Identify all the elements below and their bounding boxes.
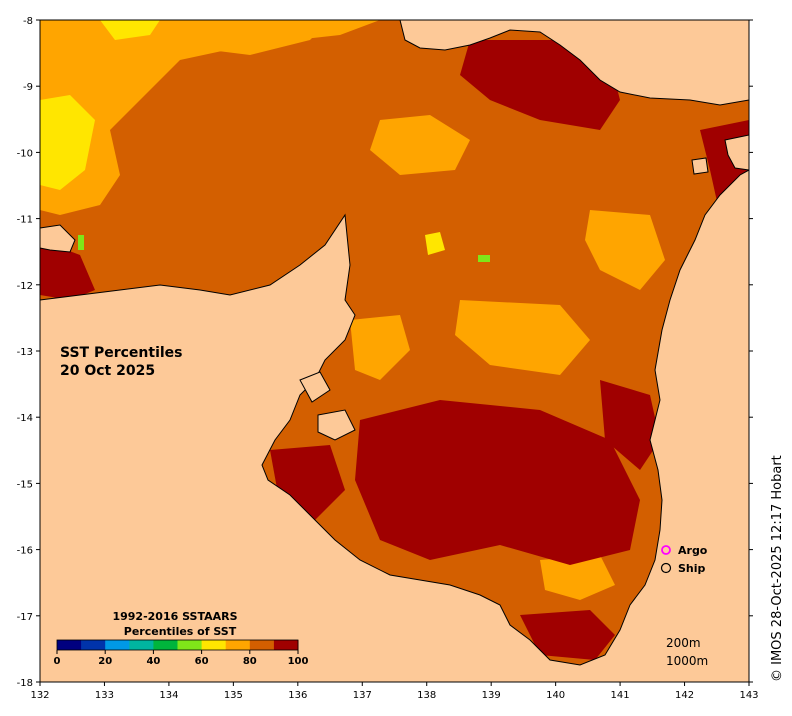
map-plot-area — [40, 20, 749, 682]
lon-tick-label: 140 — [546, 690, 565, 701]
credit-text: © IMOS 28-Oct-2025 12:17 Hobart — [770, 455, 785, 682]
colorbar-tick-label: 40 — [146, 656, 160, 667]
lon-tick-label: 142 — [675, 690, 694, 701]
sst-hot-patch-northwest — [40, 240, 95, 300]
latitude-axis: -8 -9 -10 -11 -12 -13 -14 -15 -16 -17 -18 — [17, 16, 753, 689]
sst-warm-patch-east — [585, 210, 665, 290]
sst-warm-patch-mid — [455, 300, 590, 375]
colorbar-title-line2: Percentiles of SST — [124, 625, 237, 638]
lat-tick-label: -18 — [17, 678, 33, 689]
argo-marker-icon — [661, 545, 671, 555]
lon-tick-label: 136 — [288, 690, 307, 701]
sst-hot-patch-south-tip — [520, 610, 615, 660]
lon-tick-label: 141 — [611, 690, 630, 701]
sst-hot-patch-north — [460, 40, 620, 130]
colorbar-ticks: 0 20 40 60 80 100 — [54, 650, 309, 667]
sst-yellow-patch-nw — [40, 95, 95, 190]
sst-green-patch-west — [78, 235, 84, 250]
colorbar — [56, 639, 299, 651]
lat-tick-label: -13 — [17, 347, 33, 358]
lon-tick-label: 137 — [353, 690, 372, 701]
lat-tick-label: -9 — [23, 82, 33, 93]
lon-tick-label: 139 — [482, 690, 501, 701]
map-title-line1: SST Percentiles — [60, 345, 183, 361]
sst-yellow-patch-n — [100, 20, 160, 40]
lat-tick-label: -12 — [17, 281, 33, 292]
ship-marker-icon — [660, 562, 672, 574]
lon-tick-label: 138 — [417, 690, 436, 701]
land-island-small — [691, 157, 709, 175]
lat-tick-label: -17 — [17, 612, 33, 623]
sst-yellow-patch-central — [425, 232, 445, 255]
colorbar-swatch — [81, 640, 106, 650]
colorbar-tick-label: 100 — [288, 656, 309, 667]
lat-tick-label: -16 — [17, 546, 33, 557]
land-groote — [299, 371, 331, 403]
colorbar-swatch — [153, 640, 178, 650]
depth-contour-200-label: 200m — [666, 636, 701, 650]
lon-tick-label: 134 — [159, 690, 178, 701]
lon-tick-label: 143 — [739, 690, 758, 701]
sst-warm-patch-nw — [40, 20, 380, 215]
sst-warm-patch-central — [370, 115, 470, 175]
lon-tick-label: 135 — [224, 690, 243, 701]
land-top-end — [40, 169, 749, 682]
colorbar-outline — [56, 639, 299, 651]
colorbar-tick-label: 60 — [195, 656, 209, 667]
map-title-line2: 20 Oct 2025 — [60, 363, 155, 379]
argo-label: Argo — [678, 544, 708, 557]
lat-tick-label: -10 — [17, 148, 33, 159]
sst-warm-patch-south — [540, 555, 615, 600]
land-new-guinea — [399, 20, 749, 106]
land-islands-east — [724, 134, 749, 171]
colorbar-swatch — [57, 640, 82, 650]
ship-label: Ship — [678, 562, 706, 575]
land-tiwi — [40, 224, 76, 253]
colorbar-swatch — [177, 640, 203, 650]
colorbar-swatch — [225, 640, 251, 650]
colorbar-tick-label: 20 — [98, 656, 112, 667]
sst-warm-patch-west — [350, 315, 410, 380]
colorbar-tick-label: 80 — [243, 656, 257, 667]
longitude-axis: 132 133 134 135 136 137 138 139 140 141 142 143 — [30, 682, 759, 701]
lat-tick-label: -11 — [17, 215, 33, 226]
lon-tick-label: 132 — [30, 690, 49, 701]
colorbar-swatch — [273, 640, 299, 650]
sst-hot-patch-southgulf — [355, 400, 640, 565]
lat-tick-label: -14 — [17, 413, 33, 424]
colorbar-swatch — [249, 640, 275, 650]
land-island-gulf — [317, 409, 356, 441]
colorbar-title-line1: 1992-2016 SSTAARS — [112, 610, 237, 623]
colorbar-tick-label: 0 — [54, 656, 61, 667]
sst-green-patch-central — [478, 255, 490, 262]
colorbar-swatch — [129, 640, 154, 650]
colorbar-swatch — [201, 640, 227, 650]
depth-contour-1000-label: 1000m — [666, 654, 708, 668]
sst-warm-patch-north — [200, 20, 330, 55]
lat-tick-label: -8 — [23, 16, 33, 27]
lat-tick-label: -15 — [17, 479, 33, 490]
colorbar-swatch — [105, 640, 130, 650]
lon-tick-label: 133 — [95, 690, 114, 701]
sst-hot-patch-se — [600, 380, 660, 470]
